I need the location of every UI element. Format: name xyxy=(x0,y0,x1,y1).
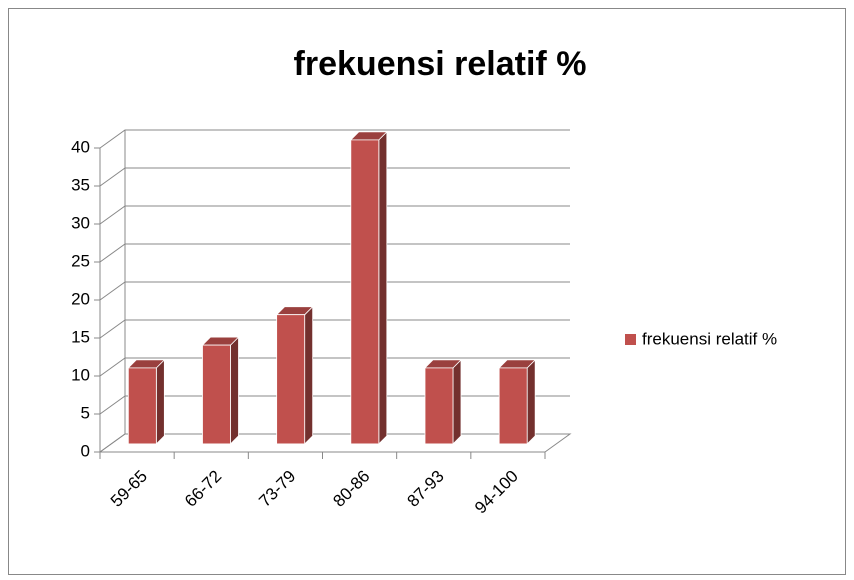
bar-side xyxy=(155,358,165,445)
chart-title: frekuensi relatif % xyxy=(294,45,587,83)
grid-line xyxy=(99,243,570,263)
bar xyxy=(201,336,240,445)
bar-front xyxy=(498,367,528,445)
y-tick-label: 0 xyxy=(81,441,90,460)
y-tick-label: 15 xyxy=(71,327,90,346)
y-tick-label: 25 xyxy=(71,251,90,270)
legend-label: frekuensi relatif % xyxy=(642,329,777,348)
y-tick-label: 5 xyxy=(81,403,90,422)
bar-side xyxy=(452,358,462,445)
bar-side xyxy=(378,130,388,445)
grid-line xyxy=(99,281,570,301)
y-tick-label: 20 xyxy=(71,289,90,308)
bar-front xyxy=(127,367,157,445)
grid-line xyxy=(99,433,570,453)
legend-swatch xyxy=(625,334,636,345)
bar-front xyxy=(424,367,454,445)
bar xyxy=(349,130,388,445)
grid-line xyxy=(99,167,570,187)
y-tick-label: 35 xyxy=(71,175,90,194)
y-tick-label: 30 xyxy=(71,213,90,232)
bar xyxy=(498,358,537,445)
y-tick-label: 10 xyxy=(71,365,90,384)
bar-front xyxy=(276,314,306,445)
grid-line xyxy=(99,357,570,377)
bar-side xyxy=(304,305,314,445)
grid-line xyxy=(99,205,570,225)
grid-line xyxy=(99,319,570,339)
chart-border xyxy=(8,8,846,575)
grid-line xyxy=(99,395,570,415)
bar-side xyxy=(526,358,536,445)
grid-line xyxy=(99,129,570,149)
bar xyxy=(424,358,462,445)
bar-side xyxy=(230,336,239,445)
bar-front xyxy=(202,344,231,445)
bar xyxy=(275,305,314,445)
bar xyxy=(127,358,166,445)
y-tick-label: 40 xyxy=(71,137,90,156)
bar-front xyxy=(350,139,380,445)
